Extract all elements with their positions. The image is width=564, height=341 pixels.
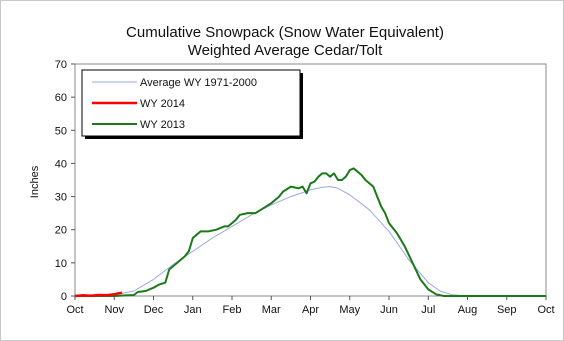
y-tick-label: 60 [55, 92, 67, 104]
y-axis-label: Inches [29, 165, 41, 198]
x-tick-label: Jun [380, 304, 398, 316]
series-line-2 [75, 167, 546, 297]
x-tick-label: Mar [262, 304, 281, 316]
x-tick-label: Aug [458, 304, 478, 316]
y-tick-label: 30 [55, 192, 67, 204]
y-tick-label: 50 [55, 125, 67, 137]
x-tick-label: Nov [104, 304, 124, 316]
x-tick-label: Dec [144, 304, 164, 316]
y-tick-label: 70 [55, 59, 67, 71]
legend-label: WY 2013 [140, 119, 185, 131]
series-line-0 [74, 186, 546, 297]
x-tick-label: Sep [497, 304, 517, 316]
series-line-1 [74, 291, 123, 298]
x-tick-label: Apr [302, 304, 319, 316]
y-tick-label: 20 [55, 225, 67, 237]
chart-subtitle: Weighted Average Cedar/Tolt [188, 42, 383, 59]
x-tick-label: Oct [537, 304, 554, 316]
x-tick-label: Feb [223, 304, 242, 316]
x-tick-label: May [339, 304, 360, 316]
legend: Average WY 1971-2000 WY 2014 WY 2013 [81, 69, 303, 139]
y-tick-label: 0 [61, 291, 67, 303]
y-tick-label: 40 [55, 158, 67, 170]
y-tick-label: 10 [55, 258, 67, 270]
legend-label: WY 2014 [140, 98, 185, 110]
x-tick-label: Jan [184, 304, 202, 316]
chart-title: Cumulative Snowpack (Snow Water Equivale… [126, 24, 444, 41]
legend-label: Average WY 1971-2000 [140, 77, 257, 89]
x-tick-label: Oct [66, 304, 83, 316]
axes: 0 10 20 30 40 50 60 70 Oct Nov Dec Jan Feb Mar Apr May J… [55, 59, 555, 316]
x-tick-label: Jul [421, 304, 435, 316]
series-layer [74, 167, 546, 298]
